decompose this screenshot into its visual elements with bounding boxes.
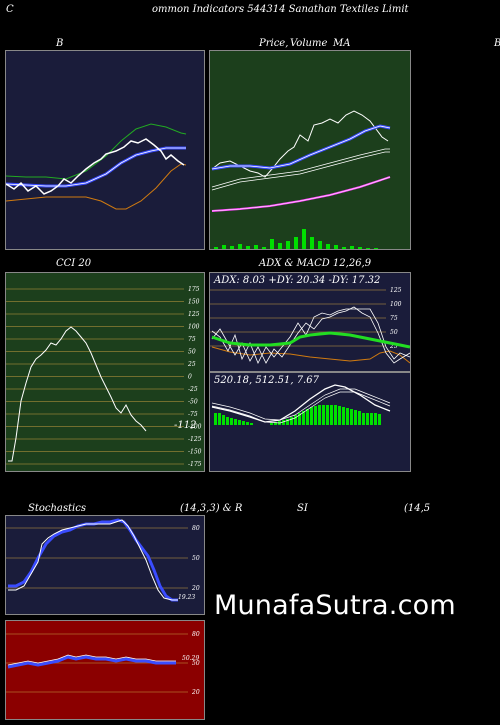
cci-value: -112 [174,420,197,431]
stochastics-panel: 80 50 20 19.23 [5,515,205,615]
macd-panel: 520.18, 512.51, 7.67 [209,372,411,472]
adx-orange-line [211,346,410,364]
macd-line [211,384,391,423]
price-ma-double-b [211,151,390,191]
cci-chart: 175 150 125 100 75 50 25 0 -25 -50 -75 -100 -125 -150… [6,286,202,468]
tick-label: -125 [188,436,202,443]
adx-di-minus [211,306,410,364]
rsi-value: 50.29 [182,655,200,662]
stochastics-value: 19.23 [178,594,196,601]
bollinger-middle-band [6,146,186,188]
cci-line [8,326,147,462]
tick-label: -50 [188,399,198,406]
tick-label: -75 [188,411,198,418]
price-ma-double-a [211,148,390,188]
page-title: ommon Indicators 544314 Sanathan Textile… [152,4,409,15]
macd-signal-a [211,388,391,421]
tick-label: 125 [188,311,200,318]
price-label: Price, [259,38,289,49]
rsi-panel: 80 50 20 50.29 [5,620,205,720]
tick-label: -25 [188,386,198,393]
tick-label: 80 [192,525,200,532]
bollinger-upper-band [6,123,187,180]
bollinger-middle-inner [6,147,186,187]
tick-label: 100 [188,324,200,331]
stochastics-label: Stochastics [28,503,86,514]
cci-label: CCI 20 [56,258,92,269]
price-chart [211,110,391,249]
adx-chart: 125 100 75 50 25 [210,287,410,364]
adx-panel: 125 100 75 50 25 ADX: 8.03 +DY: 20.34 -DY: 1… [209,272,411,372]
volume-label: Volume [290,38,328,49]
macd-histogram [214,405,381,425]
tick-label: -175 [188,461,202,468]
tick-label: 175 [188,286,200,293]
adx-green-line [211,331,410,349]
adx-readout: ADX: 8.03 +DY: 20.34 -DY: 17.32 [214,275,381,286]
tick-label: 25 [187,361,196,368]
tick-label: 75 [188,336,196,343]
tick-label: -150 [188,449,202,456]
price-panel [209,50,411,250]
rsi-label: SI [297,503,308,514]
rsi-white-line [7,654,176,666]
macd-readout: 520.18, 512.51, 7.67 [214,375,319,386]
tick-label: 80 [192,631,200,638]
tick-label: 0 [188,374,192,381]
stochastics-k-line [8,518,178,602]
stochastics-chart: 80 50 20 [6,518,200,602]
macd-chart [211,384,391,425]
bollinger-panel [5,50,205,250]
edge-label: B [494,38,500,49]
rsi-blue-line [7,655,176,669]
adx-macd-title: ADX & MACD 12,26,9 [259,258,372,269]
bollinger-chart [6,123,187,210]
tick-label: 125 [390,287,402,294]
price-line [211,110,389,178]
ma-label: MA [333,38,351,49]
tick-label: 150 [188,299,200,306]
stochastics-params: (14,3,3) & R [180,503,243,514]
tick-label: 20 [191,689,200,696]
macd-signal-b [211,391,391,424]
price-ma-blue-inner [211,125,391,170]
cci-panel: 175 150 125 100 75 50 25 0 -25 -50 -75 -100 -125 -150… [5,272,205,472]
rsi-params: (14,5 [404,503,431,514]
bollinger-lower-band [6,163,187,210]
volume-bars [214,229,378,249]
tick-label: 50 [188,349,196,356]
tick-label: 50 [390,329,398,336]
tick-label: 50 [192,555,200,562]
tick-label: 50 [192,660,200,667]
price-ma-blue [211,124,391,171]
tick-label: 75 [390,315,398,322]
bollinger-price-line [6,138,185,195]
stochastics-d-line [8,519,178,601]
price-ma-pink-inner [211,176,391,212]
rsi-chart: 80 50 20 [6,631,200,696]
tick-label: -100 [188,424,202,431]
tick-label: 100 [390,301,402,308]
tick-label: 25 [389,343,398,350]
header-letter: C [6,4,14,15]
bollinger-label: B [56,38,64,49]
watermark: MunafaSutra.com [214,590,456,621]
tick-label: 20 [191,585,200,592]
